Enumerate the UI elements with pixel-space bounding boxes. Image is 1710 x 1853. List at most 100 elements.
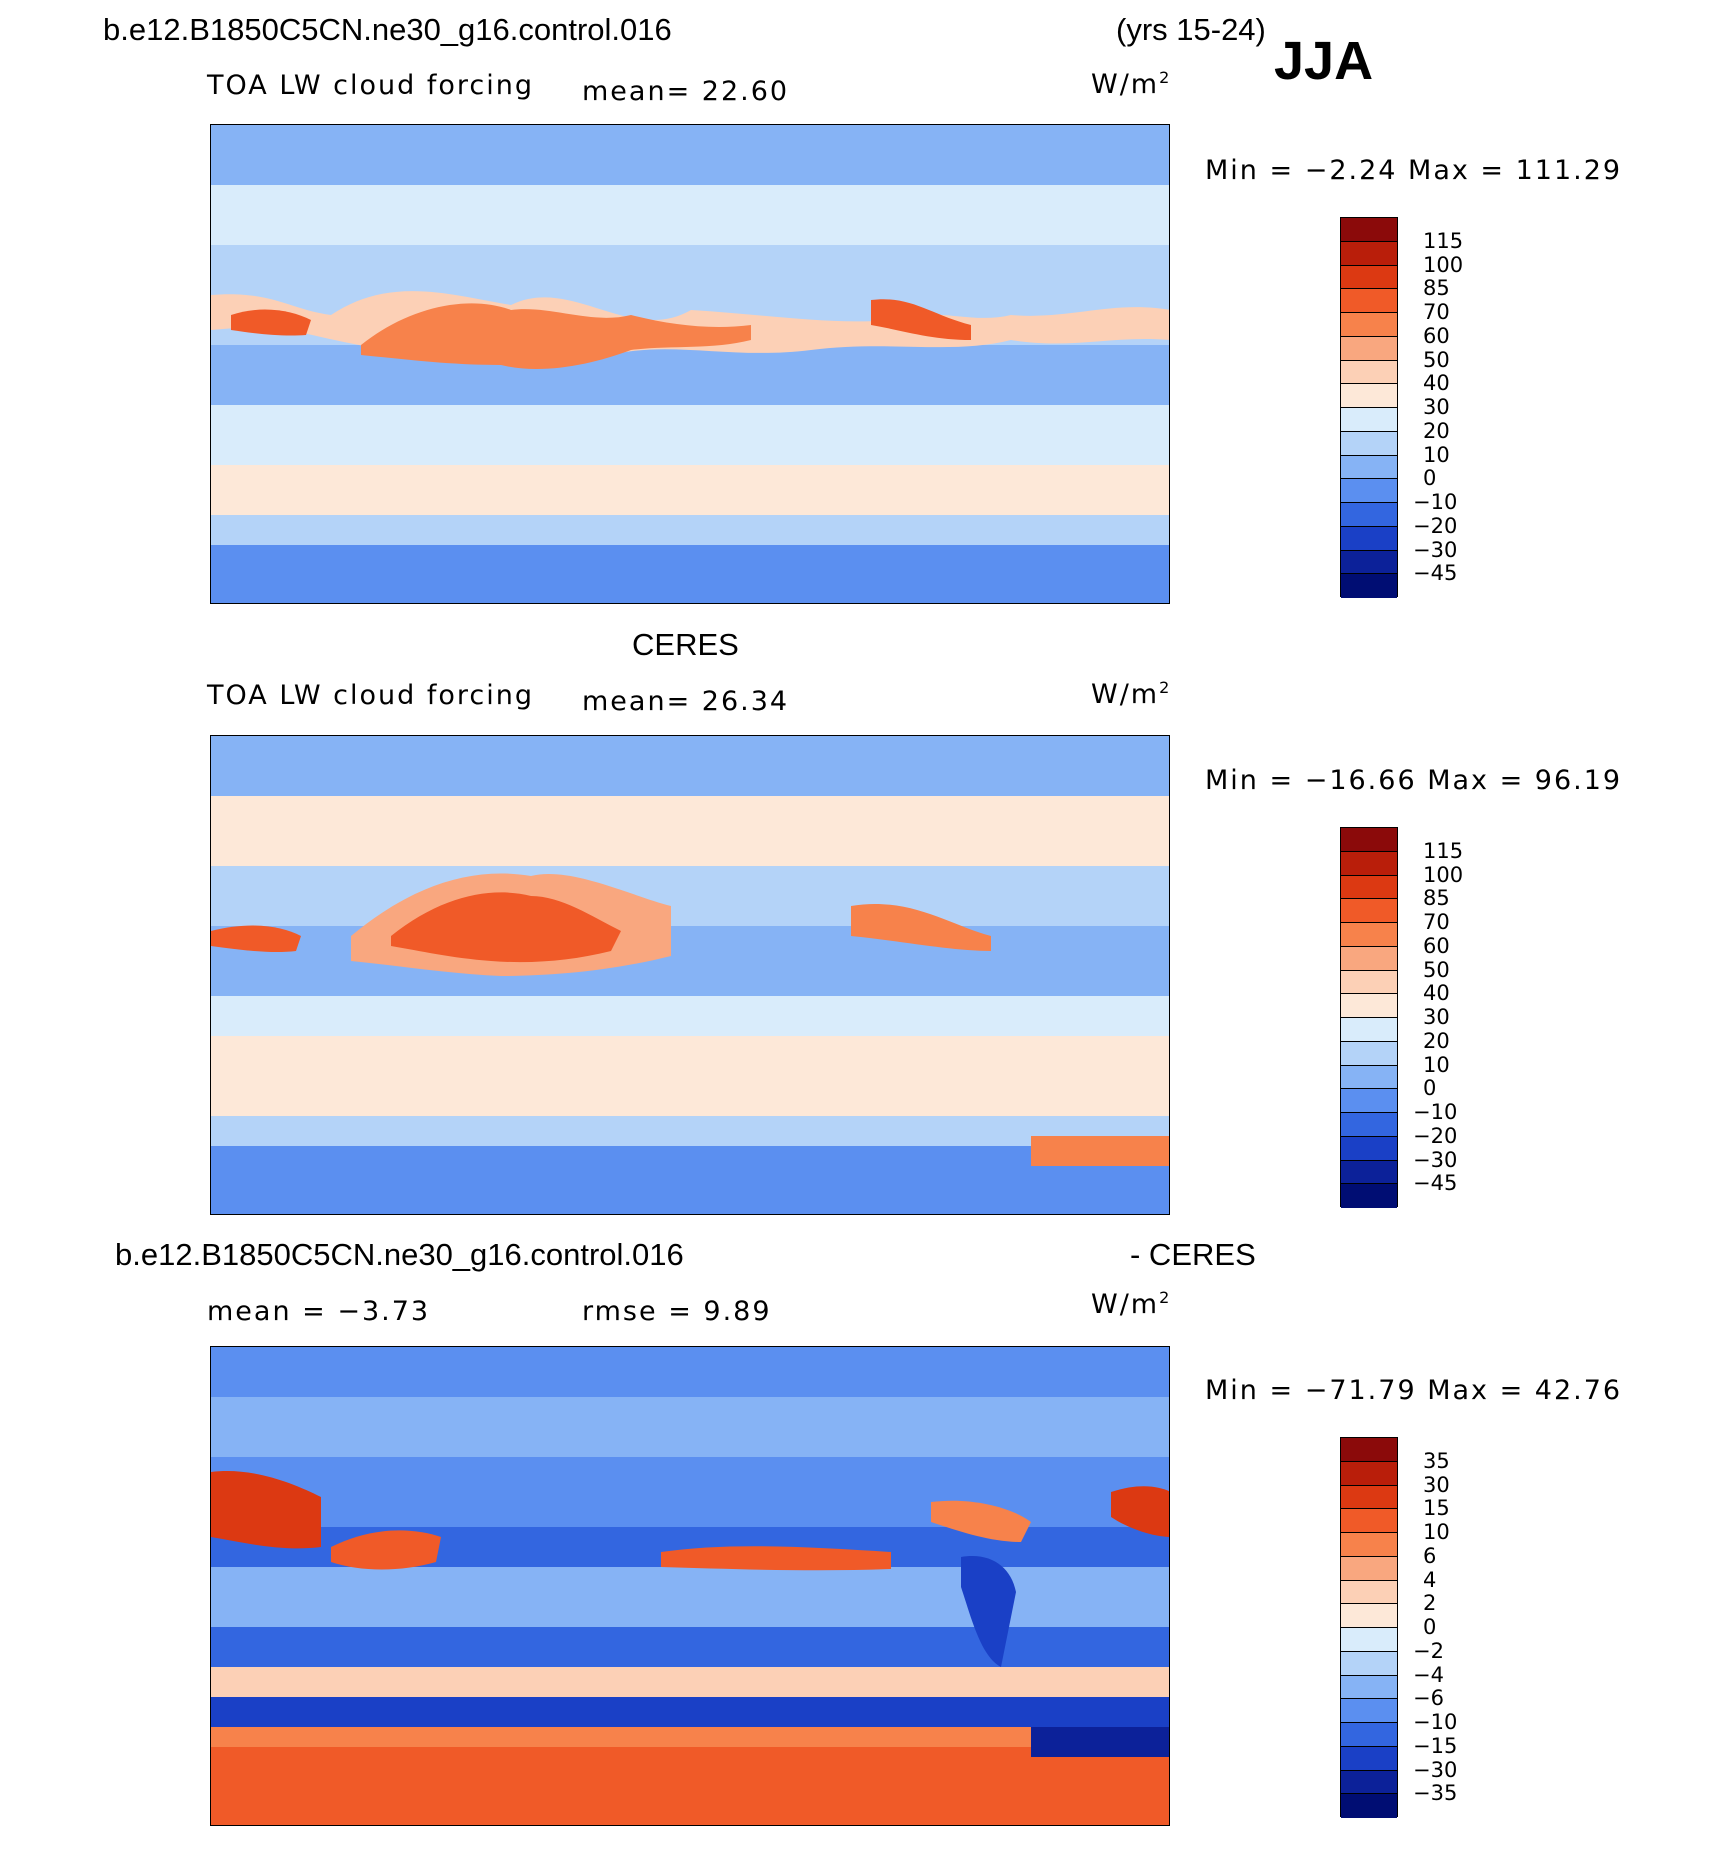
panel3-title: b.e12.B1850C5CN.ne30_g16.control.016 — [115, 1237, 684, 1272]
colorbar-swatch — [1341, 1065, 1397, 1090]
colorbar-tick-label: 85 — [1423, 886, 1450, 911]
colorbar-swatch — [1341, 1041, 1397, 1066]
colorbar-tick-label: 115 — [1423, 838, 1464, 863]
colorbar-swatch — [1341, 1438, 1397, 1462]
panel2-field-label: TOA LW cloud forcing — [207, 680, 534, 711]
colorbar-swatch — [1341, 336, 1397, 361]
season-label: JJA — [1274, 31, 1374, 91]
colorbar-tick-label: −45 — [1413, 561, 1458, 586]
colorbar-swatch — [1341, 1628, 1397, 1652]
colorbar-swatch — [1341, 1533, 1397, 1557]
colorbar-swatch — [1341, 479, 1397, 503]
colorbar-swatch — [1341, 1604, 1397, 1628]
colorbar-swatch — [1341, 455, 1397, 480]
panel2-minmax: Min = −16.66 Max = 96.19 — [1205, 765, 1623, 796]
panel3-mean-label: mean = −3.73 — [207, 1296, 431, 1327]
colorbar-tick-label: −2 — [1413, 1638, 1444, 1663]
colorbar-tick-label: −30 — [1413, 1757, 1458, 1782]
colorbar-tick-label: −10 — [1413, 1100, 1458, 1124]
colorbar-tick-label: −20 — [1413, 1123, 1458, 1148]
panel3-map — [210, 1346, 1170, 1826]
colorbar-swatch — [1341, 1556, 1397, 1581]
colorbar-tick-label: −20 — [1413, 513, 1458, 538]
colorbar-tick-label: −15 — [1413, 1733, 1458, 1758]
panel1-minmax: Min = −2.24 Max = 111.29 — [1205, 155, 1623, 186]
colorbar-swatch — [1341, 970, 1397, 995]
colorbar-tick-label: 115 — [1423, 228, 1464, 253]
colorbar-swatch — [1341, 875, 1397, 900]
panel1-mean-label: mean= 22.60 — [582, 76, 790, 107]
panel1-field-label: TOA LW cloud forcing — [207, 70, 534, 101]
panel1-map — [210, 124, 1170, 604]
case-name: b.e12.B1850C5CN.ne30_g16.control.016 — [103, 12, 672, 47]
panel2-colorbar — [1340, 827, 1398, 1208]
colorbar-tick-label: 60 — [1423, 933, 1450, 958]
colorbar-swatch — [1341, 574, 1397, 598]
colorbar-tick-label: 0 — [1423, 1615, 1437, 1639]
colorbar-tick-label: 40 — [1423, 371, 1450, 396]
colorbar-tick-label: 30 — [1423, 1005, 1450, 1029]
panel2-units: W/m2 — [1091, 678, 1172, 710]
colorbar-swatch — [1341, 408, 1397, 432]
colorbar-swatch — [1341, 1509, 1397, 1533]
colorbar-tick-label: 6 — [1423, 1543, 1437, 1568]
colorbar-tick-label: 4 — [1423, 1567, 1437, 1592]
colorbar-tick-label: −10 — [1413, 1710, 1458, 1734]
colorbar-swatch — [1341, 1675, 1397, 1700]
colorbar-swatch — [1341, 1651, 1397, 1676]
colorbar-swatch — [1341, 384, 1397, 408]
colorbar-swatch — [1341, 994, 1397, 1018]
panel3-title-suffix: - CERES — [1130, 1237, 1256, 1272]
colorbar-tick-label: 0 — [1423, 466, 1437, 491]
colorbar-tick-label: −6 — [1413, 1686, 1444, 1711]
panel3-units: W/m2 — [1091, 1288, 1172, 1320]
colorbar-swatch — [1341, 1699, 1397, 1723]
panel2-map — [210, 735, 1170, 1215]
colorbar-swatch — [1341, 1580, 1397, 1605]
panel3-colorbar — [1340, 1437, 1398, 1818]
colorbar-tick-label: 0 — [1423, 1076, 1437, 1101]
colorbar-tick-label: 100 — [1423, 252, 1464, 277]
colorbar-swatch — [1341, 550, 1397, 575]
colorbar-swatch — [1341, 1485, 1397, 1510]
colorbar-tick-label: 10 — [1423, 1520, 1450, 1544]
colorbar-swatch — [1341, 218, 1397, 242]
panel1-colorbar — [1340, 217, 1398, 598]
colorbar-swatch — [1341, 1160, 1397, 1185]
colorbar-swatch — [1341, 265, 1397, 290]
colorbar-tick-label: 30 — [1423, 1472, 1450, 1497]
years-label: (yrs 15-24) — [1116, 12, 1266, 47]
colorbar-swatch — [1341, 923, 1397, 947]
colorbar-swatch — [1341, 899, 1397, 923]
colorbar-swatch — [1341, 851, 1397, 876]
colorbar-swatch — [1341, 1089, 1397, 1113]
colorbar-swatch — [1341, 360, 1397, 385]
colorbar-tick-label: 70 — [1423, 910, 1450, 934]
colorbar-tick-label: 100 — [1423, 862, 1464, 887]
colorbar-tick-label: −10 — [1413, 490, 1458, 514]
panel3-rmse-label: rmse = 9.89 — [582, 1296, 772, 1327]
colorbar-swatch — [1341, 1184, 1397, 1208]
colorbar-swatch — [1341, 313, 1397, 337]
colorbar-tick-label: 50 — [1423, 957, 1450, 982]
colorbar-swatch — [1341, 289, 1397, 313]
colorbar-tick-label: −45 — [1413, 1171, 1458, 1196]
colorbar-tick-label: 50 — [1423, 347, 1450, 372]
colorbar-tick-label: −30 — [1413, 1147, 1458, 1172]
colorbar-swatch — [1341, 431, 1397, 456]
colorbar-swatch — [1341, 1461, 1397, 1486]
colorbar-tick-label: −35 — [1413, 1781, 1458, 1806]
colorbar-tick-label: 40 — [1423, 981, 1450, 1006]
colorbar-swatch — [1341, 828, 1397, 852]
colorbar-swatch — [1341, 1136, 1397, 1161]
colorbar-swatch — [1341, 241, 1397, 266]
colorbar-swatch — [1341, 946, 1397, 971]
colorbar-tick-label: 85 — [1423, 276, 1450, 301]
colorbar-tick-label: 10 — [1423, 442, 1450, 467]
colorbar-swatch — [1341, 1723, 1397, 1747]
colorbar-swatch — [1341, 1018, 1397, 1042]
colorbar-tick-label: −4 — [1413, 1662, 1444, 1687]
colorbar-swatch — [1341, 503, 1397, 527]
colorbar-swatch — [1341, 1794, 1397, 1818]
colorbar-tick-label: 20 — [1423, 418, 1450, 443]
